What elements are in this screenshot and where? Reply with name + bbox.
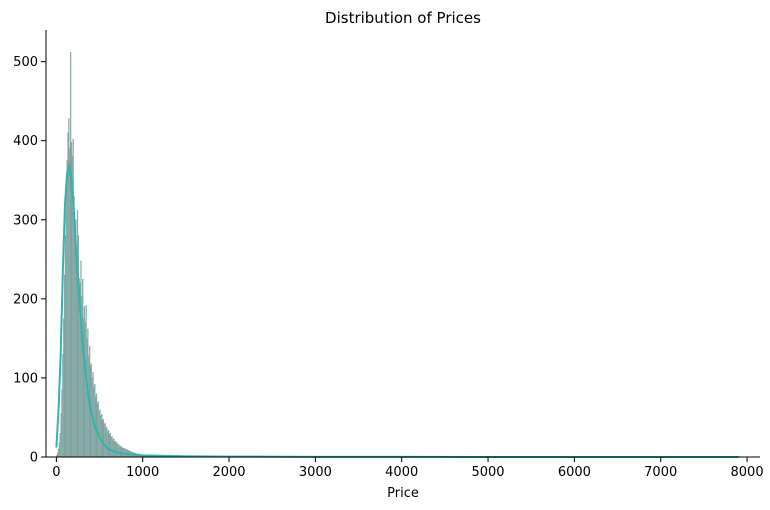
x-tick-label-2000: 2000: [212, 465, 245, 480]
x-tick-label-4000: 4000: [385, 465, 418, 480]
x-tick-label-8000: 8000: [731, 465, 764, 480]
y-tick-label-300: 300: [13, 213, 38, 228]
x-tick-label-1000: 1000: [126, 465, 159, 480]
x-axis-label: Price: [387, 486, 419, 501]
y-tick-label-500: 500: [13, 55, 38, 70]
x-tick-label-7000: 7000: [644, 465, 677, 480]
kde-curve: [55, 163, 739, 458]
y-tick-label-200: 200: [13, 292, 38, 307]
y-tick-label-100: 100: [13, 371, 38, 386]
x-tick-label-3000: 3000: [299, 465, 332, 480]
x-tick-label-0: 0: [52, 465, 60, 480]
plot-area: [55, 51, 740, 458]
histogram-bars: [56, 51, 740, 458]
x-tick-label-6000: 6000: [558, 465, 591, 480]
x-tick-label-5000: 5000: [471, 465, 504, 480]
x-ticks: 0 1000 2000 3000 4000 5000 6000 7000 8000: [52, 457, 764, 480]
y-ticks: 0 100 200 300 400 500: [13, 55, 46, 466]
y-tick-label-0: 0: [30, 451, 38, 466]
chart-title: Distribution of Prices: [325, 9, 481, 27]
y-tick-label-400: 400: [13, 134, 38, 149]
